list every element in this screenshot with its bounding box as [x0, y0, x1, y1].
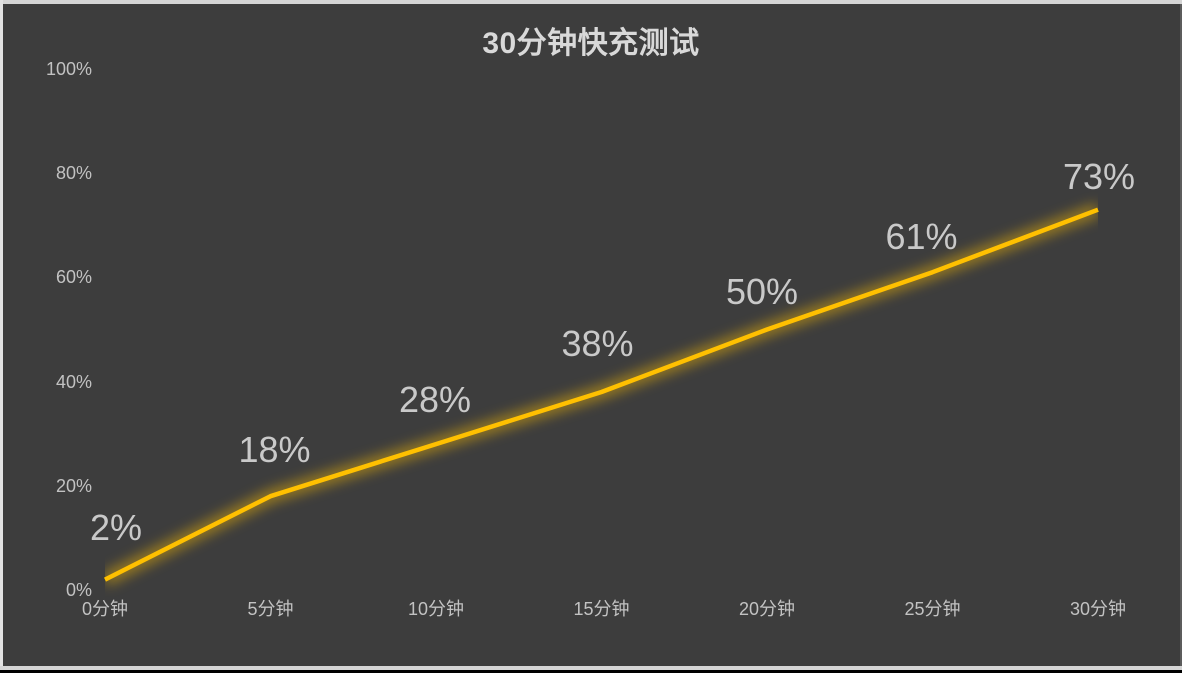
- frame-left-border: [0, 0, 3, 666]
- y-tick-label: 60%: [55, 267, 92, 288]
- data-point-label: 18%: [238, 429, 311, 471]
- data-point-label: 28%: [398, 379, 472, 421]
- data-point-label: 38%: [561, 323, 634, 365]
- frame-bottom-line: [0, 666, 1182, 670]
- frame-top-border: [0, 0, 1182, 4]
- x-tick-label: 10分钟: [407, 599, 465, 619]
- x-tick-label: 15分钟: [573, 599, 630, 619]
- x-tick-label: 0分钟: [81, 599, 129, 619]
- data-point-label: 61%: [885, 216, 958, 258]
- x-tick-label: 25分钟: [904, 599, 961, 619]
- y-tick-label: 0%: [65, 580, 92, 600]
- data-point-label: 73%: [1062, 155, 1136, 197]
- chart-title: 30分钟快充测试: [482, 27, 700, 60]
- x-tick-label: 5分钟: [247, 599, 294, 619]
- y-tick-label: 40%: [55, 371, 92, 392]
- frame-right-border: [1180, 4, 1182, 666]
- y-tick-label: 100%: [45, 59, 92, 79]
- charge-line: [103, 207, 1099, 582]
- x-tick-label: 30分钟: [1069, 599, 1127, 619]
- data-point-label: 2%: [89, 506, 143, 548]
- y-tick-label: 20%: [55, 475, 92, 496]
- data-point-label: 50%: [725, 270, 799, 312]
- y-tick-label: 80%: [55, 163, 92, 184]
- frame-bottom-bar: [0, 670, 1182, 673]
- x-tick-label: 20分钟: [738, 599, 796, 619]
